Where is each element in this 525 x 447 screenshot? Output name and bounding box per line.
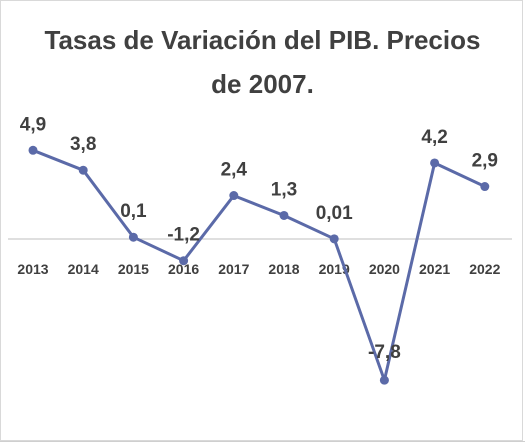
x-tick-label: 2018 [268,261,299,277]
data-point-marker [430,158,440,168]
data-point-marker [329,234,339,244]
data-point-marker [279,210,289,220]
x-tick-label: 2020 [369,261,400,277]
data-point-marker [379,375,389,385]
data-label: 0,01 [316,203,353,224]
data-label: 4,2 [421,127,447,148]
data-point-marker [128,232,138,242]
data-label: 4,9 [20,114,46,135]
x-tick-label: 2013 [17,261,48,277]
x-tick-label: 2021 [419,261,450,277]
data-label: -7,8 [368,342,401,363]
series-line [32,148,486,382]
x-tick-label: 2015 [118,261,149,277]
data-point-marker [229,191,239,201]
data-label: 2,4 [221,160,248,181]
bottom-divider [0,441,525,442]
x-tick-label: 2014 [68,261,99,277]
x-tick-label: 2016 [168,261,199,277]
data-point-marker [480,182,490,192]
x-tick-label: 2017 [218,261,249,277]
data-label: -1,2 [167,225,200,246]
data-point-marker [179,256,189,266]
data-point-marker [78,165,88,175]
data-label: 0,1 [120,201,147,222]
data-label: 3,8 [70,134,96,155]
chart-title-line-2: de 2007. [211,69,314,99]
data-label: 2,9 [472,151,498,172]
chart-title-line-1: Tasas de Variación del PIB. Precios [44,25,481,55]
x-tick-label: 2022 [469,261,500,277]
chart-title: Tasas de Variación del PIB. Precios de 2… [0,18,525,106]
data-point-marker [28,145,38,155]
data-label: 1,3 [271,179,297,200]
